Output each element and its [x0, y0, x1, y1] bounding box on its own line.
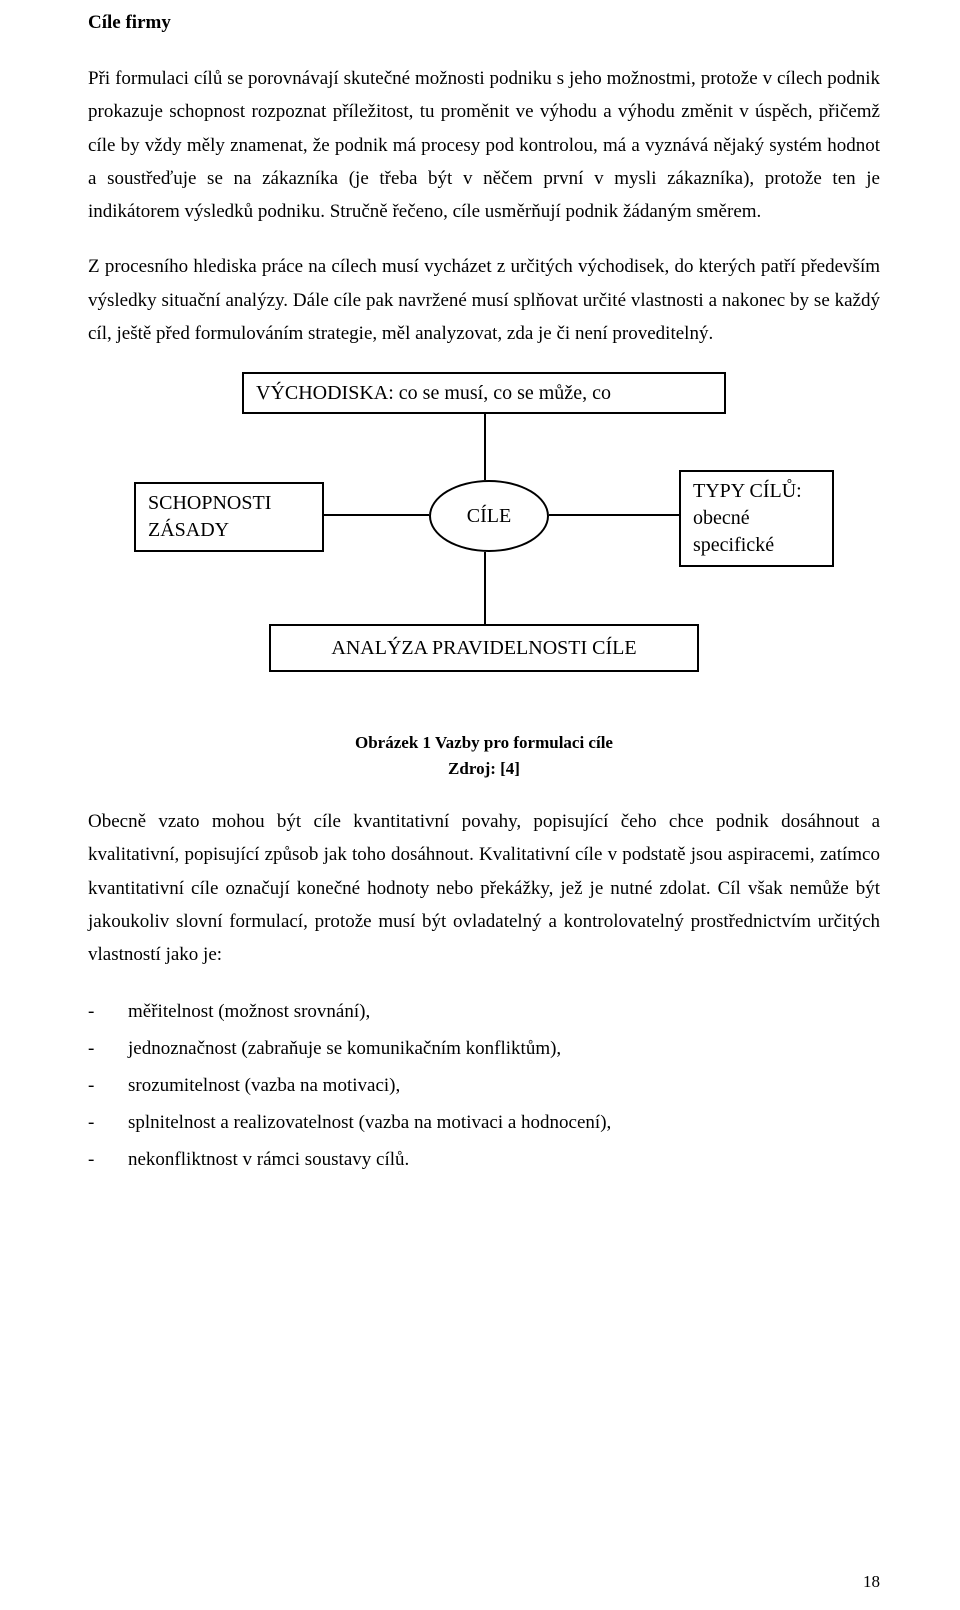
diagram-left-box: SCHOPNOSTI ZÁSADY [134, 482, 324, 552]
paragraph-2: Z procesního hlediska práce na cílech mu… [88, 250, 880, 350]
diagram-top-text: VÝCHODISKA: co se musí, co se může, co [256, 380, 611, 407]
diagram-left-line2: ZÁSADY [148, 517, 310, 544]
diagram-right-box: TYPY CÍLŮ: obecné specifické [679, 470, 834, 567]
diagram-line [549, 514, 679, 516]
list-item: měřitelnost (možnost srovnání), [88, 993, 880, 1030]
caption-line-2: Zdroj: [4] [88, 756, 880, 782]
diagram-line [484, 414, 486, 480]
figure-caption: Obrázek 1 Vazby pro formulaci cíle Zdroj… [88, 730, 880, 781]
properties-list: měřitelnost (možnost srovnání), jednozna… [88, 993, 880, 1178]
diagram-line [324, 514, 429, 516]
paragraph-3: Obecně vzato mohou být cíle kvantitativn… [88, 805, 880, 971]
list-item: jednoznačnost (zabraňuje se komunikačním… [88, 1030, 880, 1067]
diagram-bottom-text: ANALÝZA PRAVIDELNOSTI CÍLE [331, 635, 636, 662]
diagram-right-line3: specifické [693, 532, 820, 559]
list-item: srozumitelnost (vazba na motivaci), [88, 1067, 880, 1104]
list-item: splnitelnost a realizovatelnost (vazba n… [88, 1104, 880, 1141]
section-heading: Cíle firmy [88, 12, 880, 34]
list-item: nekonfliktnost v rámci soustavy cílů. [88, 1141, 880, 1178]
caption-line-1: Obrázek 1 Vazby pro formulaci cíle [88, 730, 880, 756]
diagram-right-line2: obecné [693, 505, 820, 532]
diagram-center-text: CÍLE [467, 505, 511, 528]
diagram-right-line1: TYPY CÍLŮ: [693, 478, 820, 505]
diagram-center-circle: CÍLE [429, 480, 549, 552]
paragraph-1: Při formulaci cílů se porovnávají skuteč… [88, 62, 880, 228]
diagram-left-line1: SCHOPNOSTI [148, 490, 310, 517]
page-number: 18 [863, 1572, 880, 1592]
diagram-bottom-box: ANALÝZA PRAVIDELNOSTI CÍLE [269, 624, 699, 672]
diagram-line [484, 552, 486, 624]
diagram-top-box: VÝCHODISKA: co se musí, co se může, co [242, 372, 726, 414]
diagram-container: VÝCHODISKA: co se musí, co se může, co S… [88, 372, 880, 712]
diagram: VÝCHODISKA: co se musí, co se může, co S… [134, 372, 834, 712]
